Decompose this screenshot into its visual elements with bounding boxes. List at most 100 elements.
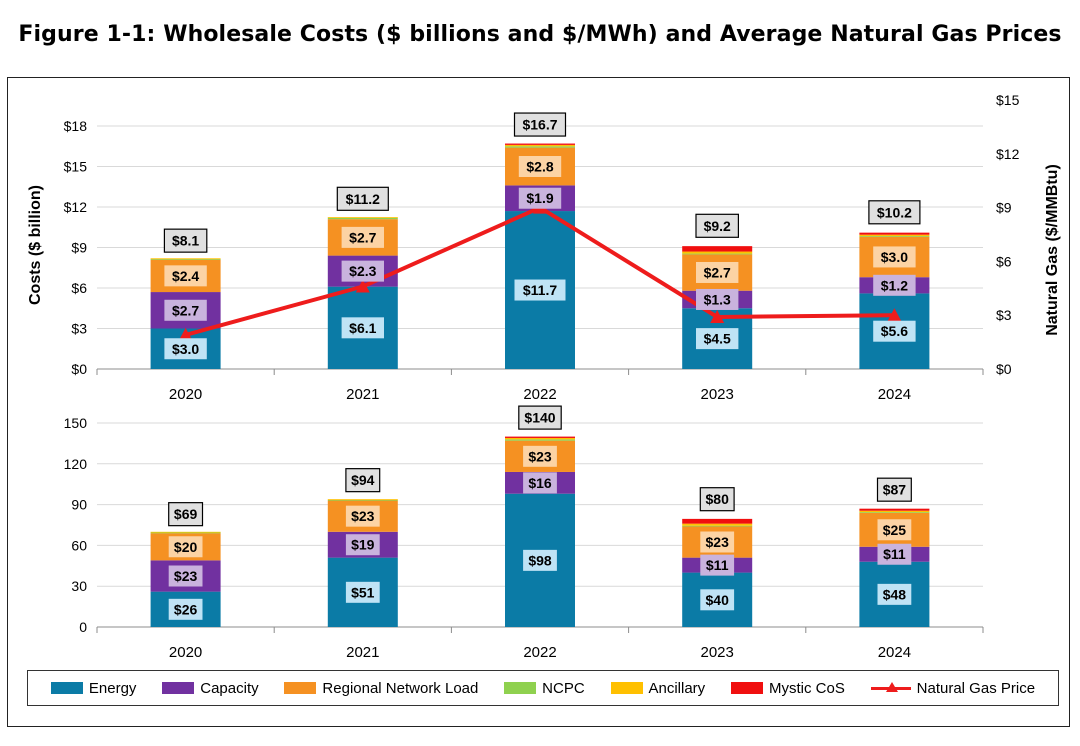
legend-swatch-gas — [870, 682, 911, 694]
legend-swatch-capacity — [162, 682, 195, 694]
value-label-bottom-rnl-2023: $23 — [706, 534, 730, 550]
value-label-bottom-capacity-2024: $11 — [883, 546, 906, 562]
value-label-bottom-energy-2024: $48 — [883, 586, 907, 602]
x-category-label-bottom-2023: 2023 — [701, 644, 734, 661]
value-label-top-rnl-2022-box — [518, 156, 562, 177]
value-label-bottom-rnl-2023-box — [700, 531, 735, 553]
value-label-top-capacity-2024: $1.2 — [881, 277, 908, 293]
total-label-bottom-2023-box — [699, 487, 735, 512]
bar-bottom-ancillary-2024 — [859, 510, 930, 513]
value-label-top-rnl-2020: $2.4 — [172, 268, 199, 284]
value-label-top-capacity-2023-box — [696, 288, 739, 310]
value-label-bottom-energy-2023-box — [700, 589, 735, 611]
y-tick-label-top-2: $6 — [71, 280, 87, 296]
value-label-top-rnl-2021-box — [341, 226, 384, 248]
legend: Energy Capacity Regional Network Load NC… — [27, 670, 1059, 706]
gas-price-marker-2023 — [710, 309, 725, 323]
total-label-bottom-2022-box — [518, 405, 562, 430]
value-label-bottom-rnl-2020: $20 — [174, 539, 198, 555]
bar-top-ancillary-2020 — [150, 258, 221, 260]
value-label-top-capacity-2024-box — [873, 274, 916, 296]
bar-bottom-mystic-2023 — [682, 518, 753, 524]
y2-tick-label-1: $3 — [996, 307, 1012, 323]
y-tick-label-top-0: $0 — [71, 361, 87, 377]
bar-top-mystic-2023 — [682, 246, 753, 252]
top-chart-costs: $0 $3 $6 $9 $12 $15 $18 2020 2021 2022 2023 2024 $0 $… — [27, 92, 1061, 403]
bar-top-ncpc-2024 — [859, 236, 930, 237]
value-label-top-rnl-2020-box — [164, 265, 207, 287]
value-label-top-energy-2023: $4.5 — [704, 331, 731, 347]
value-label-top-energy-2021: $6.1 — [349, 320, 376, 336]
bar-top-ncpc-2022 — [505, 146, 575, 148]
value-label-top-energy-2022-box — [514, 279, 566, 301]
x-category-label-top-2020: 2020 — [169, 386, 202, 403]
bar-bottom-ncpc-2024 — [859, 512, 930, 513]
legend-swatch-rnl — [284, 682, 317, 694]
legend-label-gas: Natural Gas Price — [916, 679, 1036, 697]
value-label-bottom-rnl-2022-box — [523, 445, 557, 467]
gas-price-marker-2024 — [887, 308, 902, 322]
bar-bottom-ancillary-2023 — [682, 523, 753, 526]
value-label-bottom-energy-2021-box — [345, 581, 380, 603]
y-tick-label-top-5: $15 — [64, 159, 88, 175]
value-label-bottom-capacity-2020-box — [168, 565, 203, 587]
bar-bottom-ncpc-2023 — [682, 525, 753, 527]
value-label-top-rnl-2022: $2.8 — [526, 159, 553, 175]
bar-top-mystic-2024 — [859, 232, 930, 235]
legend-swatch-ncpc — [504, 682, 537, 694]
legend-item-ncpc: NCPC — [504, 680, 585, 697]
bar-bottom-ancillary-2020 — [150, 531, 221, 533]
bar-bottom-ncpc-2021 — [327, 499, 398, 501]
y2-axis-title: Natural Gas ($/MMBtu) — [1044, 164, 1061, 336]
total-label-top-2022-box — [513, 112, 567, 137]
figure-frame — [7, 77, 1070, 727]
gas-price-marker-2021 — [355, 279, 370, 293]
total-label-top-2020-box — [163, 228, 208, 253]
y-tick-label-bottom-3: 90 — [71, 497, 87, 513]
value-label-top-energy-2022: $11.7 — [523, 282, 557, 298]
bar-bottom-ancillary-2021 — [327, 499, 398, 500]
legend-swatch-energy — [50, 682, 83, 694]
total-label-bottom-2024-box — [876, 477, 912, 502]
bar-top-ancillary-2024 — [859, 234, 930, 237]
bar-bottom-mystic-2022 — [505, 436, 575, 438]
x-category-label-bottom-2024: 2024 — [878, 644, 911, 661]
legend-label-mystic: Mystic CoS — [769, 679, 845, 697]
value-label-bottom-rnl-2021-box — [345, 505, 380, 527]
y-tick-label-bottom-4: 120 — [64, 456, 88, 472]
total-label-top-2023-box — [695, 213, 740, 238]
x-category-label-top-2023: 2023 — [701, 386, 734, 403]
value-label-bottom-energy-2020-box — [168, 598, 203, 620]
y-tick-label-bottom-0: 0 — [79, 619, 87, 635]
y2-tick-label-3: $9 — [996, 200, 1012, 216]
total-label-top-2024-box — [868, 200, 921, 225]
y-axis-title: Costs ($ billion) — [27, 185, 44, 305]
legend-item-ancillary: Ancillary — [610, 679, 706, 697]
legend-label-capacity: Capacity — [200, 679, 259, 697]
value-label-top-rnl-2023: $2.7 — [704, 264, 731, 280]
x-category-label-bottom-2020: 2020 — [169, 644, 202, 661]
y2-tick-label-4: $12 — [996, 146, 1020, 162]
bar-bottom-ncpc-2022 — [505, 439, 575, 441]
total-label-top-2023: $9.2 — [704, 218, 731, 234]
total-label-bottom-2021: $94 — [351, 472, 375, 488]
value-label-bottom-capacity-2022-box — [523, 472, 557, 494]
bar-top-ncpc-2021 — [327, 217, 398, 220]
value-label-bottom-energy-2023: $40 — [706, 592, 730, 608]
legend-swatch-ancillary — [610, 682, 643, 694]
value-label-bottom-capacity-2021-box — [345, 534, 380, 556]
legend-item-energy: Energy — [50, 680, 136, 697]
value-label-bottom-rnl-2022: $23 — [528, 448, 552, 464]
value-label-bottom-capacity-2024-box — [877, 543, 912, 565]
total-label-bottom-2022: $140 — [524, 410, 555, 426]
bar-top-ancillary-2021 — [327, 217, 398, 218]
value-label-bottom-energy-2022-box — [523, 549, 557, 571]
total-label-bottom-2021-box — [345, 468, 381, 493]
value-label-top-capacity-2020-box — [164, 299, 207, 321]
bar-bottom-ancillary-2022 — [505, 437, 575, 440]
bar-bottom-ncpc-2020 — [150, 532, 221, 534]
x-category-label-bottom-2022: 2022 — [523, 644, 556, 661]
y-tick-label-top-4: $12 — [64, 199, 88, 215]
legend-label-ancillary: Ancillary — [648, 679, 706, 697]
